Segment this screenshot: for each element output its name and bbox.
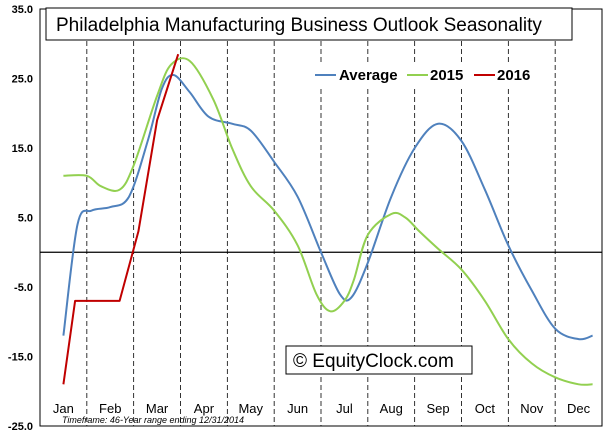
x-tick-label: Dec (567, 401, 591, 416)
y-tick-label: 35.0 (12, 4, 33, 16)
x-tick-label: May (238, 401, 263, 416)
x-tick-label: Jul (336, 401, 353, 416)
legend-label-2016: 2016 (497, 67, 530, 84)
legend-label-2015: 2015 (430, 67, 463, 84)
x-tick-label: Sep (427, 401, 450, 416)
series-line-average (62, 73, 593, 341)
legend-label-average: Average (339, 67, 398, 84)
x-axis-tick-labels: Jan Feb Mar Apr May Jun Jul Aug Sep Oct Nov Dec (53, 401, 591, 416)
chart-title: Philadelphia Manufacturing Business Outl… (56, 15, 542, 36)
x-tick-label: Oct (475, 401, 496, 416)
x-tick-label: Aug (380, 401, 403, 416)
x-tick-label: Feb (99, 401, 121, 416)
x-tick-label: Apr (194, 401, 215, 416)
title-box (45, 7, 573, 41)
y-tick-label: -25.0 (8, 421, 33, 433)
x-tick-label: Nov (520, 401, 544, 416)
series-lines (62, 53, 593, 386)
legend: Average 2015 2016 (308, 62, 540, 88)
series-line-2016 (62, 53, 180, 385)
x-tick-label: Mar (146, 401, 169, 416)
x-tick-label: Jan (53, 401, 74, 416)
watermark-box (285, 345, 473, 375)
y-tick-label: 25.0 (12, 74, 33, 86)
timeframe-footnote: Timeframe: 46-Year range ending 12/31/20… (62, 415, 244, 425)
watermark-text: © EquityClock.com (293, 351, 454, 372)
series-line-2015 (63, 57, 593, 386)
x-tick-label: Jun (287, 401, 308, 416)
y-tick-label: 5.0 (18, 213, 33, 225)
y-tick-label: -5.0 (14, 282, 33, 294)
y-tick-label: -15.0 (8, 352, 33, 364)
y-tick-label: 15.0 (12, 143, 33, 155)
y-axis-tick-labels: 35.0 25.0 15.0 5.0 -5.0 -15.0 -25.0 (8, 4, 33, 433)
